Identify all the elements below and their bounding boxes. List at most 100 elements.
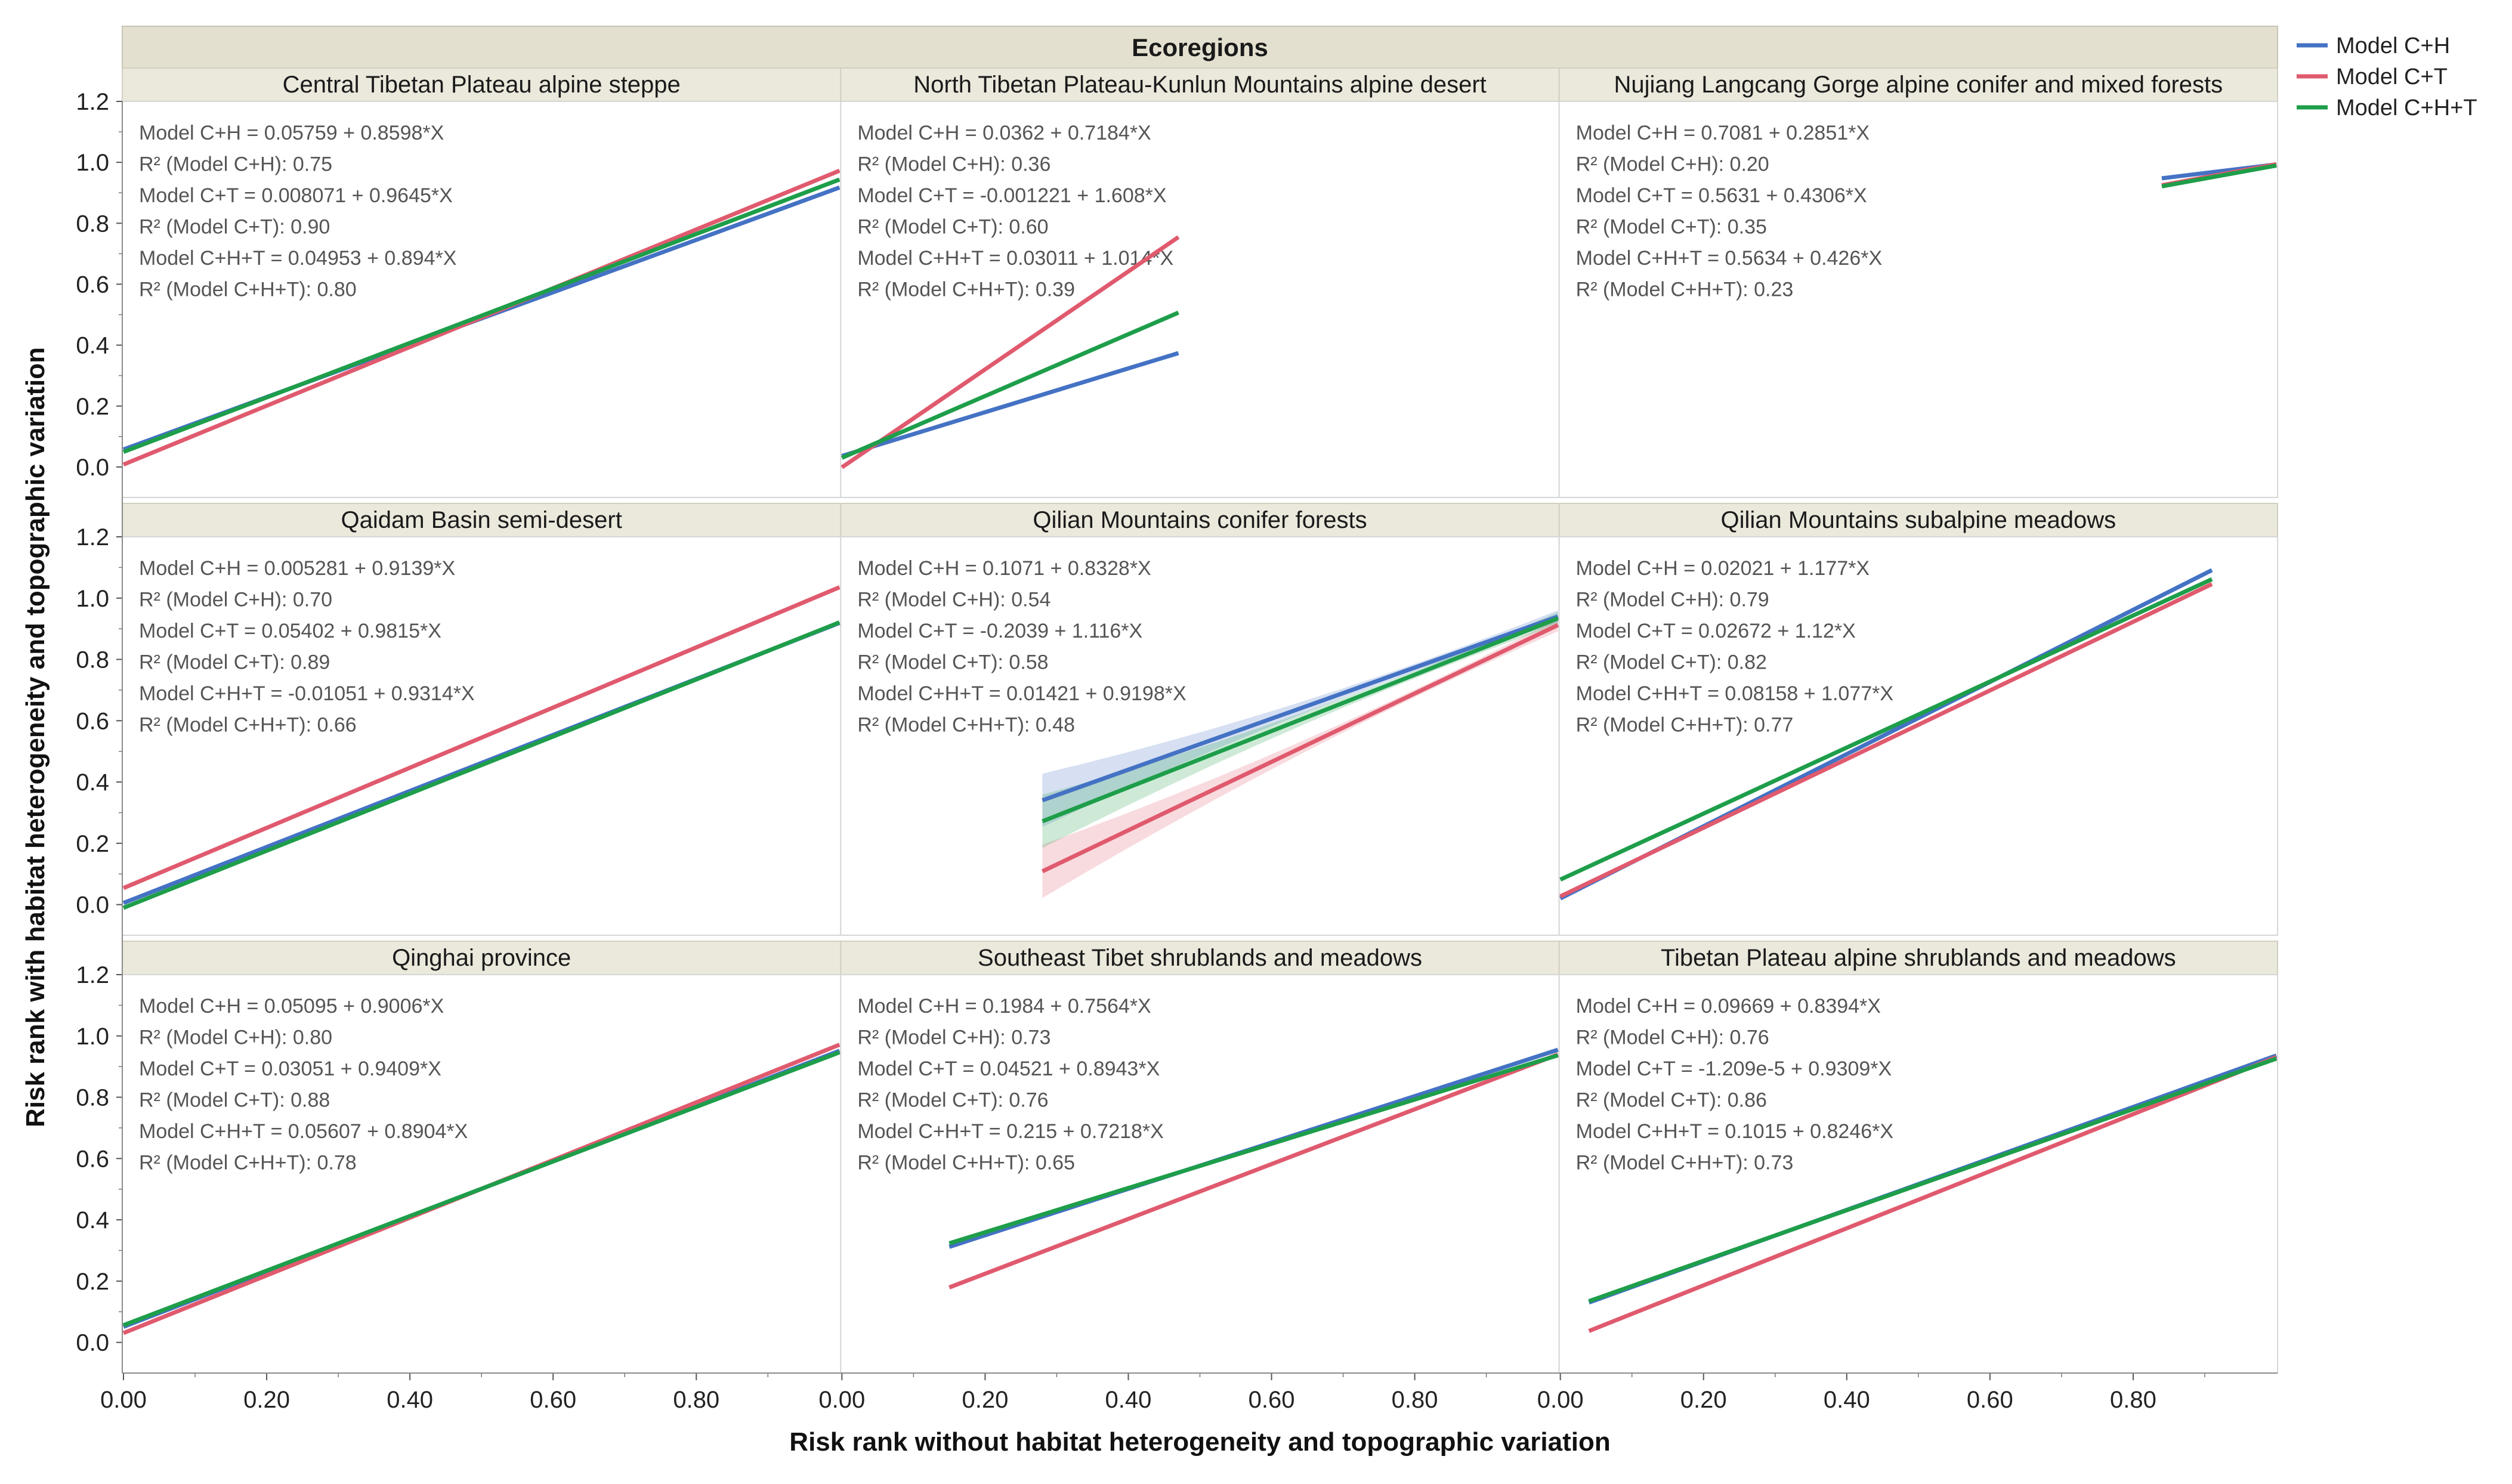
y-tick-label: 0.8 (76, 1085, 109, 1111)
fit-line-ch (1042, 614, 1559, 803)
x-tick-label: 0.80 (1392, 1387, 1438, 1413)
x-axis-title: Risk rank without habitat heterogeneity … (789, 1427, 1610, 1457)
equation-text: Model C+T = -1.209e-5 + 0.9309*X (1576, 1058, 1892, 1080)
y-tick-label: 0.2 (76, 394, 109, 420)
equation-text: Model C+H+T = 0.215 + 0.7218*X (857, 1120, 1164, 1143)
fit-line-cht (1042, 616, 1559, 824)
x-tick-label: 0.20 (243, 1387, 290, 1413)
facet-panel: Qaidam Basin semi-desert Model C+H = 0.00… (122, 503, 842, 936)
fit-line-ct (1041, 623, 1559, 873)
x-tick-label: 0.00 (1537, 1387, 1584, 1413)
facet-strip (840, 67, 1560, 102)
equation-text: R² (Model C+H+T): 0.65 (857, 1152, 1075, 1174)
x-tick-label: 0.40 (387, 1387, 433, 1413)
equation-text: Model C+H = 0.1071 + 0.8328*X (857, 557, 1151, 580)
facet-title: Qilian Mountains conifer forests (1033, 507, 1367, 533)
fit-line-ct (841, 235, 1180, 469)
equation-text: Model C+T = 0.5631 + 0.4306*X (1576, 184, 1867, 207)
x-tick-label: 0.60 (1249, 1387, 1295, 1413)
equation-text: Model C+T = 0.008071 + 0.9645*X (139, 184, 453, 207)
facet-panel: Qilian Mountains subalpine meadows Model … (1558, 503, 2279, 936)
legend-label: Model C+H+T (2336, 95, 2477, 120)
equation-text: R² (Model C+H): 0.36 (857, 153, 1050, 176)
equation-text: Model C+H+T = 0.04953 + 0.894*X (139, 247, 456, 270)
header-bar (122, 26, 2278, 69)
equation-text: Model C+T = 0.03051 + 0.9409*X (139, 1058, 441, 1080)
fit-line-cht (122, 177, 841, 454)
fit-line-cht (122, 620, 841, 910)
y-tick-label: 0.8 (76, 647, 109, 673)
facet-plot-area (122, 974, 842, 1374)
facet-title: Qinghai province (392, 945, 571, 971)
equation-text: R² (Model C+T): 0.86 (1576, 1089, 1767, 1112)
fit-line-cht (841, 310, 1179, 460)
x-tick-label: 0.80 (673, 1387, 719, 1413)
equation-text: Model C+H = 0.09669 + 0.8394*X (1576, 995, 1881, 1018)
fit-line-cht (1588, 1056, 2278, 1303)
facet-panel: Nujiang Langcang Gorge alpine conifer an… (1558, 67, 2279, 498)
legend-label: Model C+H (2336, 33, 2450, 58)
facet-title: North Tibetan Plateau-Kunlun Mountains a… (913, 72, 1487, 98)
equation-text: R² (Model C+H+T): 0.48 (857, 714, 1075, 737)
y-tick-label: 1.0 (76, 150, 109, 176)
facet-strip (122, 67, 842, 102)
y-tick-label: 1.2 (76, 524, 109, 551)
equation-text: R² (Model C+H+T): 0.73 (1576, 1152, 1794, 1174)
equation-text: Model C+T = 0.05402 + 0.9815*X (139, 620, 441, 642)
y-tick-label: 0.0 (76, 455, 109, 481)
equation-text: R² (Model C+H+T): 0.78 (139, 1152, 357, 1174)
equation-text: Model C+T = -0.2039 + 1.116*X (857, 620, 1142, 642)
equation-text: R² (Model C+H): 0.80 (139, 1027, 332, 1049)
equation-text: R² (Model C+T): 0.82 (1576, 651, 1767, 674)
facet-title: Qaidam Basin semi-desert (341, 507, 622, 533)
y-axis-title: Risk rank with habitat heterogeneity and… (21, 347, 50, 1127)
facet-panel: Central Tibetan Plateau alpine steppe Mod… (122, 67, 842, 498)
equation-text: R² (Model C+H+T): 0.39 (857, 279, 1075, 301)
y-tick-label: 0.6 (76, 708, 109, 734)
equation-text: Model C+H = 0.02021 + 1.177*X (1576, 557, 1870, 580)
facet-plot-area (1558, 974, 2279, 1374)
equation-text: R² (Model C+H): 0.75 (139, 153, 332, 176)
equation-text: Model C+H+T = 0.1015 + 0.8246*X (1576, 1120, 1893, 1143)
equation-text: Model C+H = 0.7081 + 0.2851*X (1576, 122, 1870, 144)
x-tick-label: 0.20 (1680, 1387, 1727, 1413)
facet-title: Southeast Tibet shrublands and meadows (978, 945, 1422, 971)
x-tick-label: 0.80 (2110, 1387, 2156, 1413)
equation-text: Model C+H+T = 0.05607 + 0.8904*X (139, 1120, 468, 1143)
equation-text: R² (Model C+H): 0.70 (139, 589, 332, 611)
x-tick-label: 0.00 (100, 1387, 147, 1413)
equation-text: R² (Model C+T): 0.58 (857, 651, 1048, 674)
equation-text: R² (Model C+H+T): 0.66 (139, 714, 357, 737)
facet-panel: Tibetan Plateau alpine shrublands and me… (1558, 941, 2279, 1374)
equation-text: R² (Model C+H): 0.73 (857, 1027, 1050, 1049)
legend: Model C+H Model C+T Model C+H+T (2297, 33, 2477, 120)
facet-plot-area (840, 536, 1560, 936)
fit-line-ct (1588, 1055, 2278, 1333)
equation-text: R² (Model C+H+T): 0.80 (139, 279, 357, 301)
equation-text: Model C+H = 0.0362 + 0.7184*X (857, 122, 1151, 144)
facet-strip (1558, 67, 2279, 102)
x-tick-label: 0.60 (530, 1387, 576, 1413)
facet-plot-area (1558, 101, 2279, 498)
x-tick-label: 0.40 (1824, 1387, 1870, 1413)
facet-title: Qilian Mountains subalpine meadows (1721, 507, 2116, 533)
equation-text: Model C+H = 0.005281 + 0.9139*X (139, 557, 455, 580)
y-tick-label: 0.8 (76, 211, 109, 237)
facet-panel: Southeast Tibet shrublands and meadows Mo… (840, 941, 1560, 1374)
x-tick-label: 0.20 (962, 1387, 1008, 1413)
fit-line-cht (2161, 163, 2277, 188)
fit-line-ct (948, 1052, 1559, 1290)
equation-text: Model C+H+T = 0.08158 + 1.077*X (1576, 682, 1893, 705)
equation-text: Model C+T = 0.04521 + 0.8943*X (857, 1058, 1160, 1080)
facet-title: Nujiang Langcang Gorge alpine conifer an… (1614, 72, 2223, 98)
x-tick-label: 0.00 (818, 1387, 865, 1413)
equation-text: Model C+T = -0.001221 + 1.608*X (857, 184, 1166, 207)
equation-text: Model C+H = 0.05095 + 0.9006*X (139, 995, 444, 1018)
equation-text: R² (Model C+H): 0.79 (1576, 589, 1769, 611)
equation-text: R² (Model C+H+T): 0.77 (1576, 714, 1794, 737)
header-title: Ecoregions (1132, 33, 1268, 61)
fit-line-cht (1559, 577, 2213, 882)
y-tick-label: 1.2 (76, 962, 109, 988)
equation-text: R² (Model C+T): 0.88 (139, 1089, 330, 1112)
